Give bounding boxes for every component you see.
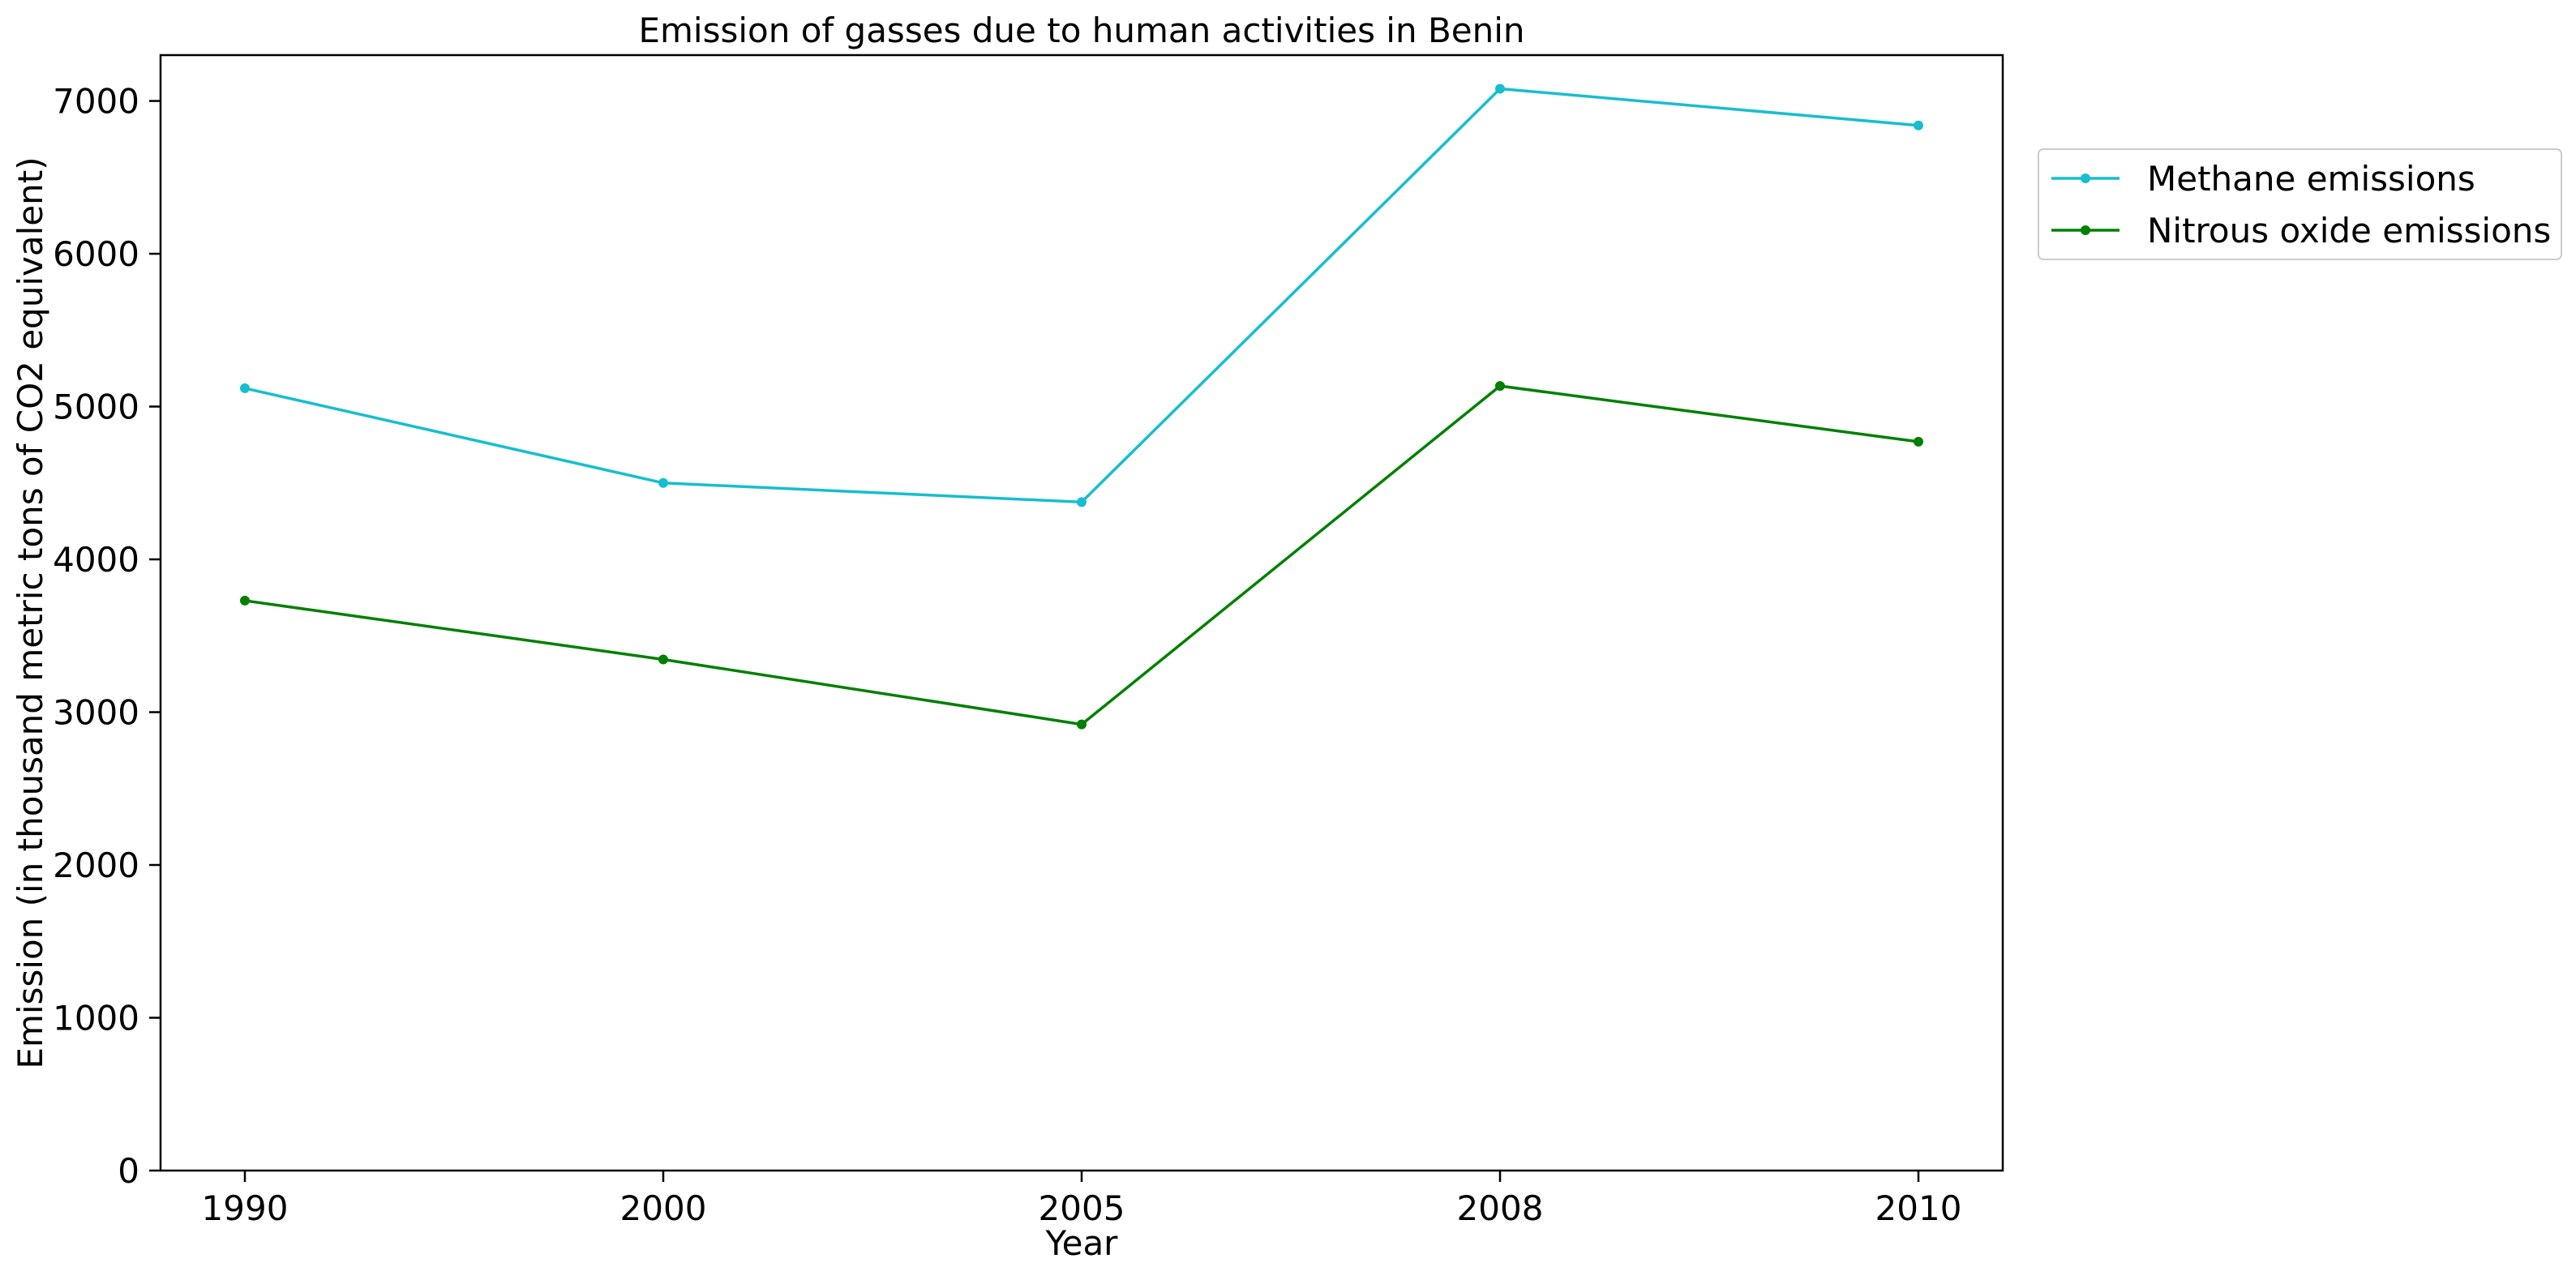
x-tick-label: 2010: [1875, 1188, 1962, 1228]
data-point: [658, 477, 668, 488]
y-tick-label: 6000: [53, 234, 139, 274]
data-point: [240, 595, 250, 606]
y-tick-label: 1000: [53, 999, 139, 1038]
series-layer: [240, 83, 1923, 730]
y-axis-label: Emission (in thousand metric tons of CO2…: [11, 156, 50, 1068]
data-point: [1077, 719, 1087, 730]
x-tick-label: 2000: [620, 1188, 707, 1228]
plot-area: [159, 54, 2004, 1172]
data-point: [1495, 381, 1505, 392]
legend: Methane emissions Nitrous oxide emissions: [2038, 148, 2562, 260]
y-axis: 0 1000 2000 3000 4000 5000 6000 7000: [53, 82, 161, 1191]
x-tick-label: 1990: [202, 1188, 289, 1228]
y-tick-label: 4000: [53, 540, 139, 580]
legend-box: [2038, 148, 2562, 260]
legend-marker-1: [2081, 225, 2090, 235]
x-axis-label: Year: [1045, 1223, 1119, 1263]
data-point: [1914, 436, 1923, 447]
y-tick-label: 7000: [53, 82, 139, 122]
data-point: [1077, 497, 1087, 507]
x-axis: 1990 2000 2005 2008 2010: [202, 1171, 1962, 1228]
data-point: [1914, 120, 1923, 131]
legend-marker-0: [2081, 173, 2090, 183]
data-point: [240, 383, 250, 393]
series-line-0: [244, 87, 1919, 504]
data-point: [1495, 83, 1505, 94]
series-line-1: [244, 384, 1919, 726]
y-tick-label: 2000: [53, 845, 139, 885]
x-tick-label: 2005: [1039, 1188, 1125, 1228]
y-tick-label: 3000: [53, 693, 139, 733]
data-point: [658, 654, 668, 665]
legend-label-1: Nitrous oxide emissions: [2147, 211, 2551, 250]
y-tick-label: 5000: [53, 387, 139, 427]
legend-label-0: Methane emissions: [2147, 159, 2475, 199]
x-tick-label: 2008: [1457, 1188, 1544, 1228]
y-tick-label: 0: [118, 1151, 139, 1191]
chart-title: Emission of gasses due to human activiti…: [638, 11, 1524, 50]
